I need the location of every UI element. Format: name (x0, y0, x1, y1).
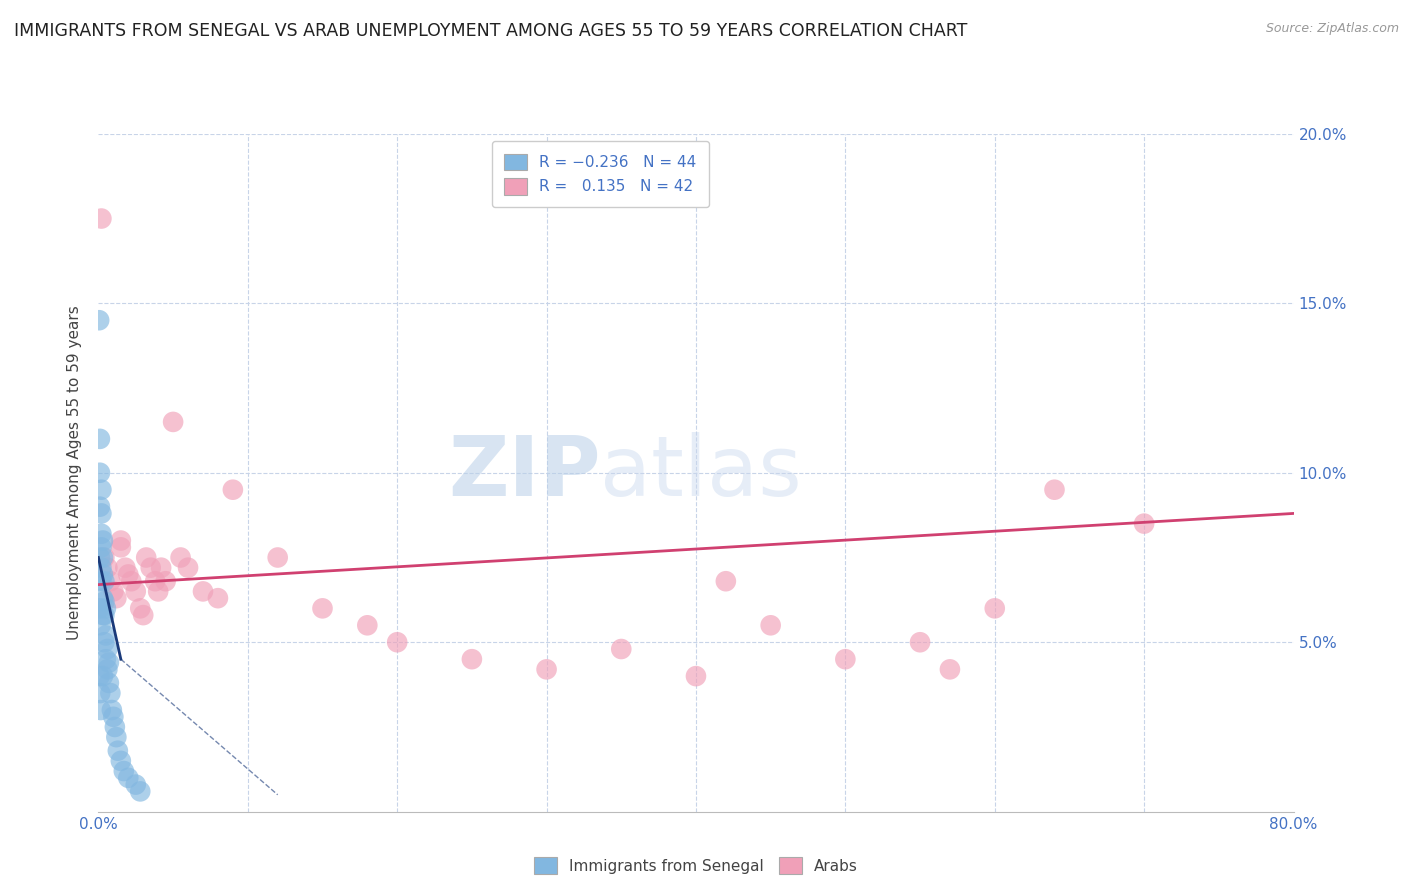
Point (939, 662, 962, 676)
Point (714, 574, 737, 589)
Point (129, 784, 152, 798)
Point (90, 574, 112, 589)
Point (93, 594, 115, 608)
Point (356, 618, 378, 632)
Point (90, 483, 112, 497)
Point (834, 652, 856, 666)
Point (162, 415, 184, 429)
Point (117, 567, 139, 582)
Point (207, 591, 229, 606)
Point (89, 313, 111, 327)
Point (117, 771, 139, 785)
Text: ZIP: ZIP (449, 433, 600, 513)
Point (96, 642, 118, 657)
Text: Source: ZipAtlas.com: Source: ZipAtlas.com (1265, 22, 1399, 36)
Point (385, 635, 409, 649)
Legend: R = −0.236   N = 44, R =   0.135   N = 42: R = −0.236 N = 44, R = 0.135 N = 42 (492, 142, 709, 207)
Point (94, 601, 117, 615)
Point (100, 686, 122, 700)
Point (93, 574, 115, 589)
Point (222, 483, 245, 497)
Point (91, 608, 114, 623)
Point (91, 567, 114, 582)
Point (97, 676, 120, 690)
Point (191, 584, 214, 599)
Point (97, 656, 120, 670)
Point (93, 608, 115, 623)
Point (536, 662, 558, 676)
Point (135, 550, 157, 565)
Point (169, 550, 191, 565)
Point (100, 574, 122, 589)
Point (94, 652, 117, 666)
Point (90, 211, 112, 226)
Point (267, 550, 290, 565)
Point (150, 560, 173, 574)
Point (89, 432, 111, 446)
Point (91, 591, 114, 606)
Point (89, 500, 111, 514)
Point (114, 560, 136, 574)
Text: IMMIGRANTS FROM SENEGAL VS ARAB UNEMPLOYMENT AMONG AGES 55 TO 59 YEARS CORRELATI: IMMIGRANTS FROM SENEGAL VS ARAB UNEMPLOY… (14, 22, 967, 40)
Point (759, 618, 782, 632)
Y-axis label: Unemployment Among Ages 55 to 59 years: Unemployment Among Ages 55 to 59 years (66, 305, 82, 640)
Point (105, 591, 128, 606)
Point (104, 720, 127, 734)
Point (90, 526, 112, 541)
Point (90, 507, 112, 521)
Point (91, 550, 114, 565)
Legend: Immigrants from Senegal, Arabs: Immigrants from Senegal, Arabs (527, 851, 865, 880)
Point (125, 778, 148, 792)
Point (908, 635, 931, 649)
Point (125, 584, 148, 599)
Point (148, 584, 170, 599)
Point (103, 710, 125, 724)
Point (89, 686, 111, 700)
Text: atlas: atlas (600, 433, 801, 513)
Point (103, 584, 125, 599)
Point (1043, 483, 1066, 497)
Point (110, 754, 132, 768)
Point (107, 744, 129, 758)
Point (89, 669, 111, 683)
Point (101, 703, 124, 717)
Point (89, 466, 111, 480)
Point (112, 764, 135, 778)
Point (610, 642, 633, 657)
Point (96, 662, 118, 676)
Point (120, 574, 142, 589)
Point (685, 669, 707, 683)
Point (143, 574, 166, 589)
Point (461, 652, 484, 666)
Point (139, 560, 162, 574)
Point (311, 601, 333, 615)
Point (110, 541, 132, 555)
Point (129, 601, 152, 615)
Point (132, 608, 155, 623)
Point (93, 550, 115, 565)
Point (155, 574, 177, 589)
Point (94, 628, 117, 642)
Point (90, 703, 112, 717)
Point (177, 560, 200, 574)
Point (89, 550, 111, 565)
Point (110, 533, 132, 548)
Point (984, 601, 1007, 615)
Point (90, 541, 112, 555)
Point (96, 560, 118, 574)
Point (1133, 516, 1156, 531)
Point (105, 730, 128, 744)
Point (90, 560, 112, 574)
Point (91, 533, 114, 548)
Point (89, 601, 111, 615)
Point (91, 669, 114, 683)
Point (93, 635, 115, 649)
Point (90, 618, 112, 632)
